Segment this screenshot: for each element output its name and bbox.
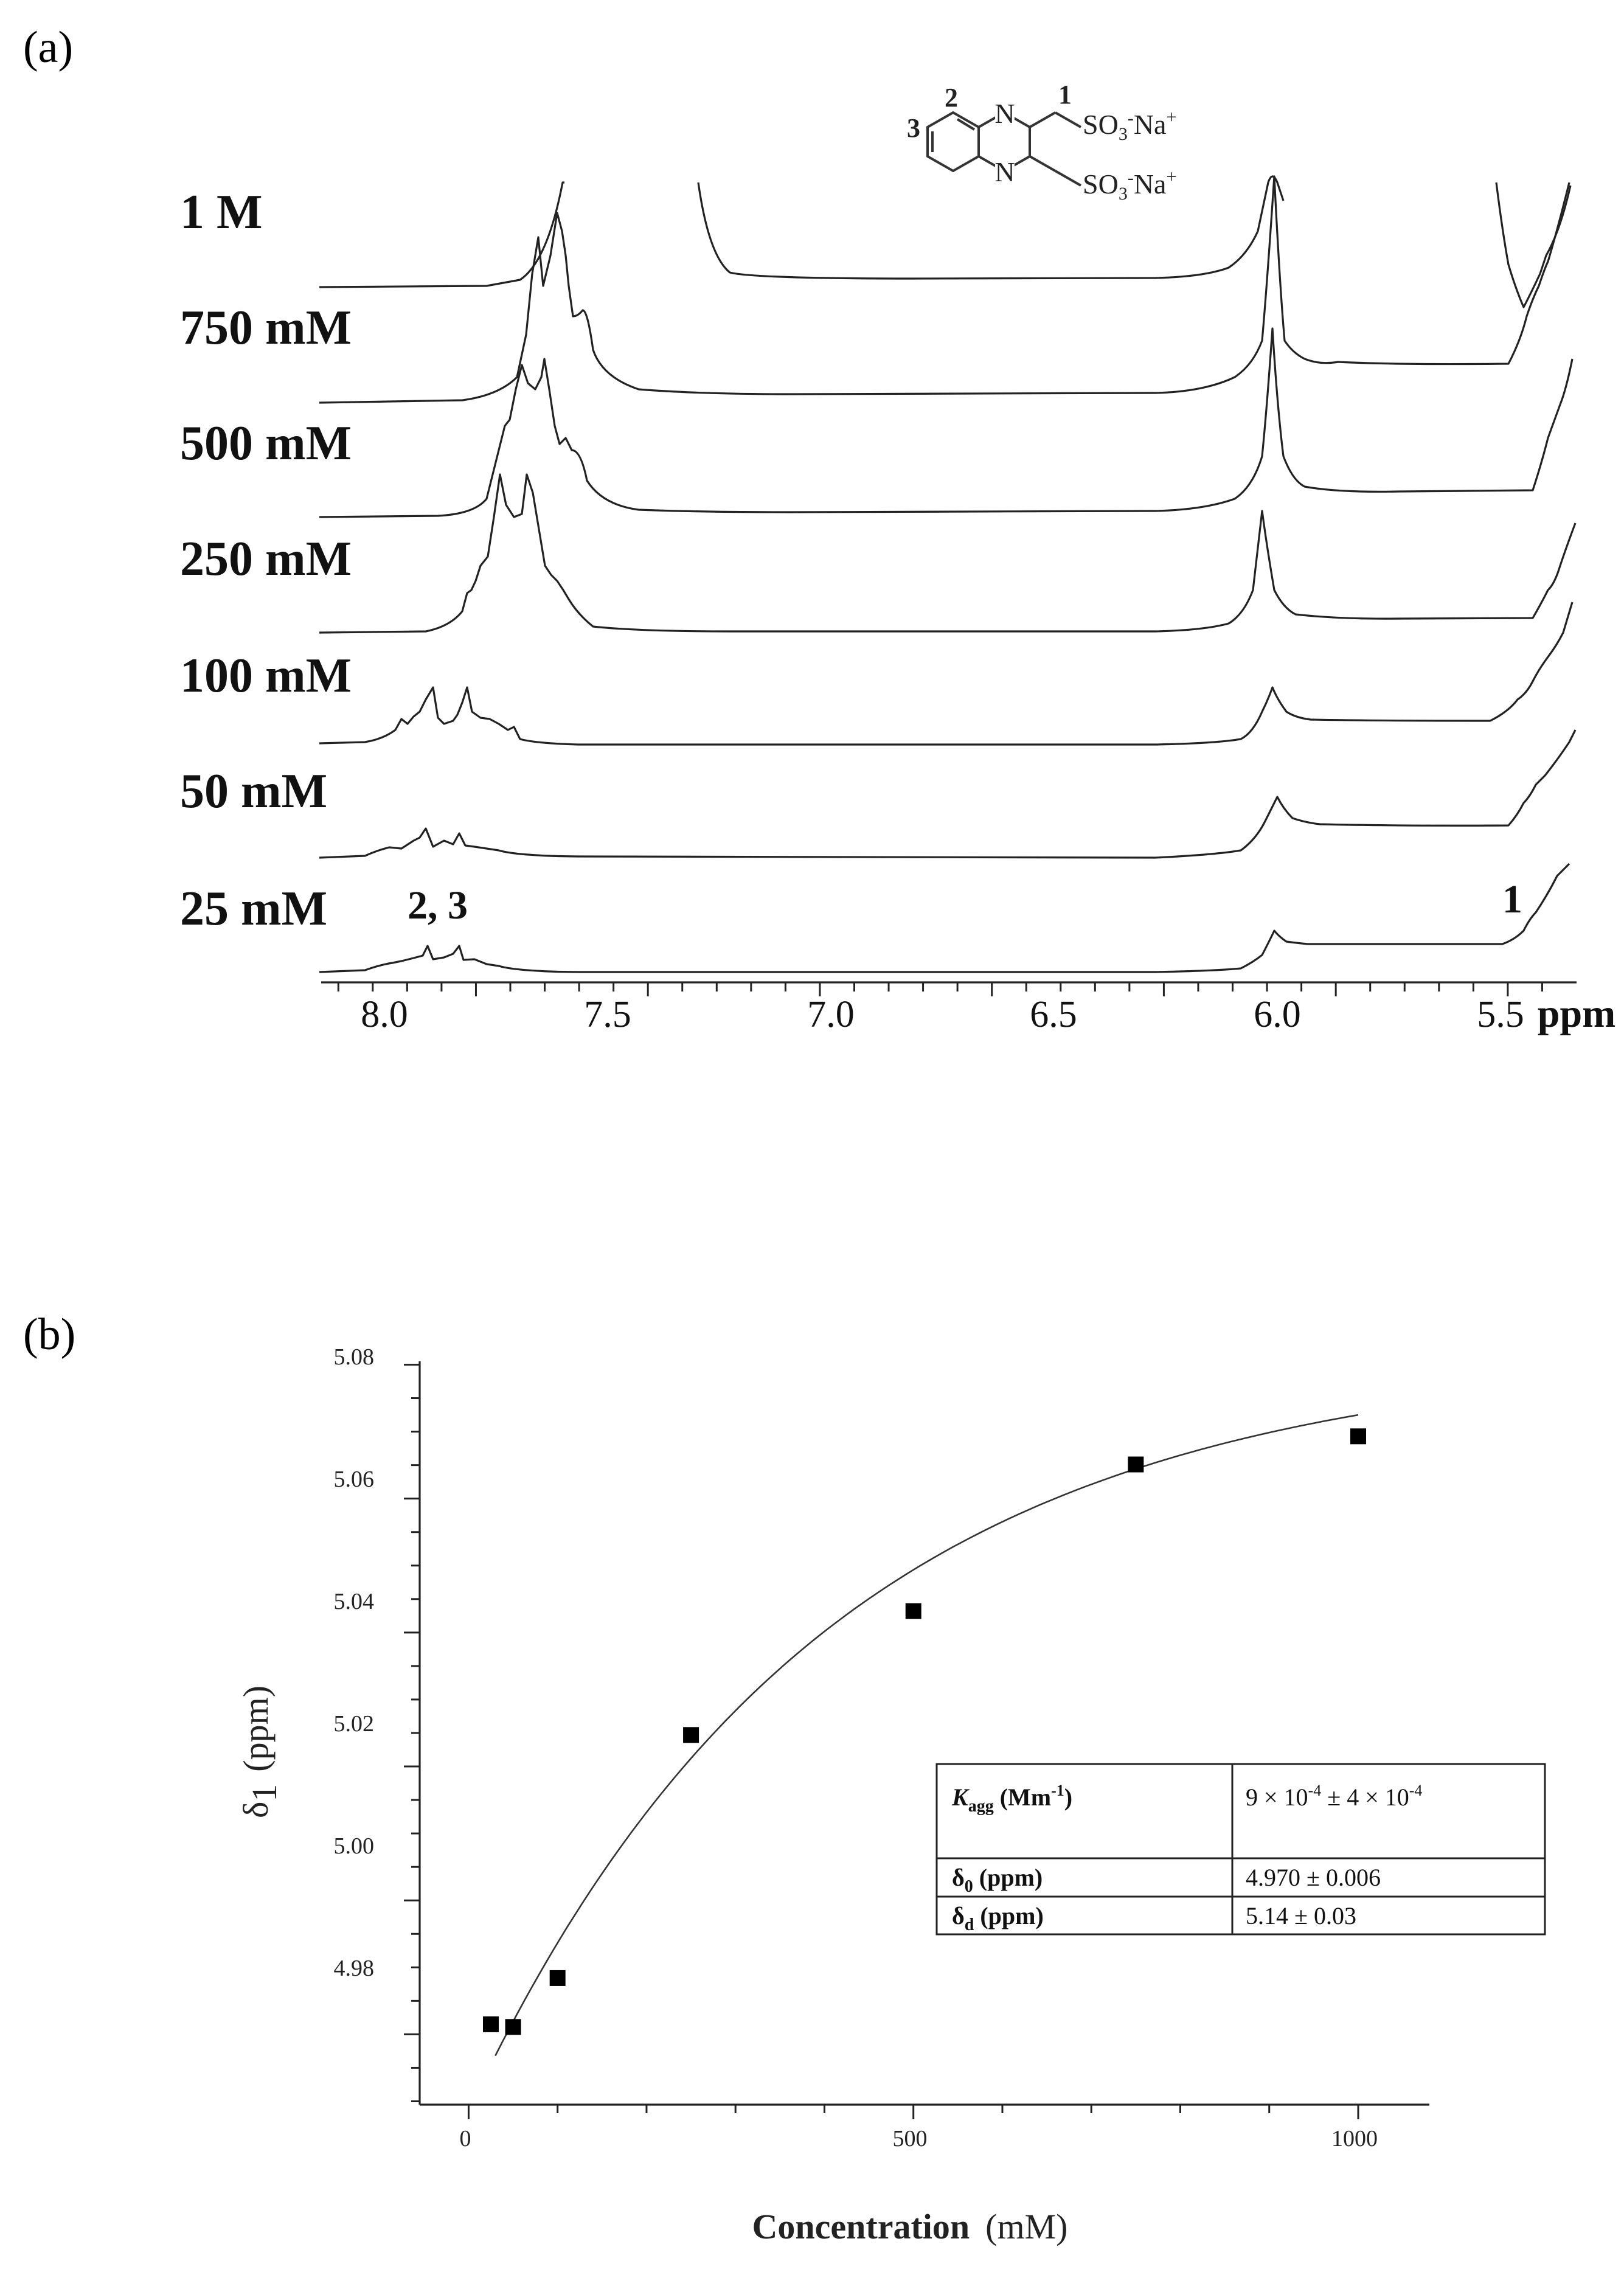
data-point [1128,1456,1144,1473]
conc-label-500mM: 500 mM [180,417,352,470]
atom-n-bottom: N [994,156,1015,187]
ppm-tick-label: 8.0 [361,994,408,1035]
double-bond [956,118,976,131]
y-axis-title-unit: (ppm) [236,1686,276,1772]
x-tick-label: 500 [893,2126,928,2151]
spectrum-250mM [319,473,1577,634]
scatter-x-axis-title: Concentration (mM) [752,2207,1068,2246]
ppm-axis-title: ppm [1538,991,1615,1036]
ppm-tick-label: 7.5 [584,994,631,1035]
data-point [483,2016,499,2032]
panel-b-label: (b) [23,1310,75,1360]
conc-label-100mM: 100 mM [180,649,352,703]
y-tick-label: 5.06 [334,1467,375,1492]
data-point [1350,1428,1366,1445]
ppm-tick-label: 6.5 [1030,994,1077,1035]
ch2-bond [1029,111,1056,128]
ppm-tick-label: 7.0 [807,994,855,1035]
value-delta0: 4.970 ± 0.006 [1246,1864,1381,1891]
position-2: 2 [945,83,958,113]
ppm-tick-label: 6.0 [1254,994,1301,1035]
sulfonate-bottom: SO3-Na+ [1083,167,1176,204]
scatter-y-axis-title: δ1 (ppm) [236,1686,284,1818]
conc-label-750mM: 750 mM [180,301,352,355]
conc-label-250mM: 250 mM [180,532,352,586]
fit-curve [494,1414,1359,2057]
panel-a-label: (a) [23,23,73,72]
y-tick-label: 5.08 [334,1344,375,1370]
data-point [505,2019,521,2035]
scatter-y-tick-labels: 5.08 5.06 5.04 5.02 5.00 4.98 [334,1344,375,1981]
x-tick-label: 1000 [1331,2126,1378,2151]
table-border [935,1763,1546,1936]
atom-n-top: N [994,98,1015,129]
quinoxaline-structure: N N SO3-Na+ SO3-Na+ 1 2 3 [907,80,1176,204]
data-point [683,1727,699,1743]
table-row: δ0 (ppm) 4.970 ± 0.006 [952,1864,1381,1896]
sulfonate-top: SO3-Na+ [1083,107,1176,144]
param-kagg: Kagg (Mm-1) [951,1782,1072,1816]
conc-label-1M: 1 M [180,186,263,239]
position-1: 1 [1058,80,1072,109]
scatter-markers [483,1428,1366,2035]
value-kagg: 9 × 10-4 ± 4 × 10-4 [1246,1782,1422,1811]
peak-annotation-2-3: 2, 3 [408,883,468,928]
x-tick-label: 0 [460,2126,471,2151]
ppm-axis-tick-labels: 8.0 7.5 7.0 6.5 6.0 5.5 [361,994,1524,1035]
spectrum-750mM [319,175,1570,404]
table-row: δd (ppm) 5.14 ± 0.03 [952,1902,1356,1934]
x-axis-title-bold: Concentration [752,2207,970,2246]
atom-mask [995,100,1015,125]
scatter-x-tick-labels: 0 500 1000 [460,2126,1378,2151]
ppm-tick-label: 5.5 [1477,994,1524,1035]
peak-annotation-1: 1 [1502,877,1522,922]
y-tick-label: 5.00 [334,1833,375,1859]
table-row: Kagg (Mm-1) 9 × 10-4 ± 4 × 10-4 [951,1782,1422,1816]
param-delta0: δ0 (ppm) [952,1864,1043,1896]
conc-label-25mM: 25 mM [180,882,327,936]
spectrum-500mM [319,327,1574,518]
position-3: 3 [907,113,920,143]
y-tick-label: 5.02 [334,1711,375,1737]
y-axis-title-sub: 1 [245,1784,284,1802]
ppm-axis-ticks [337,982,1543,996]
ch2-bond [1029,155,1056,172]
value-deltad: 5.14 ± 0.03 [1246,1902,1356,1929]
ch2-bond [1055,170,1081,187]
spectrum-25mM [319,863,1570,973]
atom-mask [995,159,1015,185]
spectrum-1M [319,175,1572,308]
x-axis-title-unit: (mM) [985,2207,1067,2246]
param-deltad: δd (ppm) [952,1902,1044,1934]
y-axis-title-symbol: δ [236,1802,276,1818]
y-tick-label: 4.98 [334,1956,375,1981]
scatter-x-ticks [467,2105,1359,2119]
conc-label-50mM: 50 mM [180,765,327,818]
ch2-bond [1055,111,1081,128]
parameter-table: Kagg (Mm-1) 9 × 10-4 ± 4 × 10-4 δ0 (ppm)… [935,1763,1546,1936]
y-tick-label: 5.04 [334,1589,375,1614]
scatter-y-ticks [404,1364,420,2102]
benzene-ring [926,111,980,173]
spectrum-50mM [319,729,1577,859]
spectrum-100mM [319,602,1574,746]
data-point [549,1970,566,1986]
data-point [905,1603,921,1619]
